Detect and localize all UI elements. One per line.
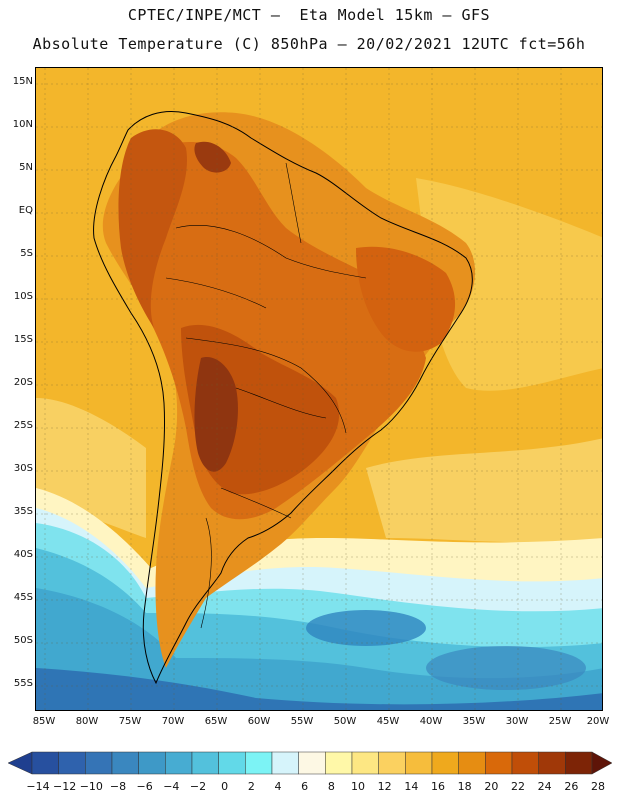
lon-label-20w: 20W (586, 716, 610, 727)
lon-label-50w: 50W (333, 716, 357, 727)
lon-label-75w: 75W (118, 716, 142, 727)
colorbar-segment (405, 751, 433, 775)
lat-label-eq: EQ (18, 205, 33, 216)
atlantic-lighter-band-south (366, 438, 602, 543)
cold-pocket-south-atlantic (306, 610, 426, 646)
temperature-map (35, 67, 603, 711)
lat-label-40s: 40S (13, 549, 33, 560)
lat-label-10n: 10N (12, 119, 33, 130)
colorbar-tick-label: −14 (26, 780, 50, 793)
land-andes-hot (118, 129, 187, 328)
colorbar-tick-label: −2 (189, 780, 207, 793)
lat-label-10s: 10S (13, 291, 33, 302)
lat-label-25s: 25S (13, 420, 33, 431)
colorbar-tick-label: 20 (484, 780, 499, 793)
lon-label-45w: 45W (376, 716, 400, 727)
lon-label-40w: 40W (419, 716, 443, 727)
colorbar-tick-label: 18 (457, 780, 472, 793)
colorbar-tick-label: 0 (221, 780, 229, 793)
lat-label-55s: 55S (13, 678, 33, 689)
country-borders (165, 162, 367, 629)
lat-label-15s: 15S (13, 334, 33, 345)
colorbar-right-arrow (591, 751, 613, 775)
colorbar-tick-label: 24 (537, 780, 552, 793)
colorbar-tick-label: −10 (79, 780, 103, 793)
atlantic-lighter-band (416, 178, 602, 391)
colorbar-segment (431, 751, 459, 775)
temperature-colorbar (7, 751, 613, 775)
lat-label-15n: 15N (12, 76, 33, 87)
colorbar-segment (85, 751, 113, 775)
colorbar-left-arrow (7, 751, 33, 775)
colorbar-tick-label: 10 (351, 780, 365, 793)
colorbar-tick-label: 14 (404, 780, 419, 793)
colorbar-segment (191, 751, 219, 775)
lon-label-65w: 65W (204, 716, 228, 727)
lon-label-35w: 35W (462, 716, 486, 727)
lon-label-55w: 55W (290, 716, 314, 727)
colorbar-segment (245, 751, 273, 775)
colorbar-tick-label: 22 (511, 780, 525, 793)
colorbar-tick-label: 4 (274, 780, 282, 793)
south-america-coastline (93, 111, 473, 685)
land-maximum-core-north (194, 141, 231, 173)
colorbar-segment (218, 751, 246, 775)
lon-label-85w: 85W (32, 716, 56, 727)
colorbar-tick-label: 16 (431, 780, 445, 793)
colorbar-tick-label: −4 (163, 780, 180, 793)
colorbar-tick-label: −8 (109, 780, 127, 793)
colorbar-segment (458, 751, 486, 775)
lat-label-30s: 30S (13, 463, 33, 474)
lat-label-35s: 35S (13, 506, 33, 517)
chart-title-line-1: CPTEC/INPE/MCT – Eta Model 15km – GFS (127, 6, 491, 24)
lat-label-50s: 50S (13, 635, 33, 646)
colorbar-tick-label: 6 (301, 780, 309, 793)
colorbar-segment (58, 751, 86, 775)
colorbar-segment (378, 751, 406, 775)
graticule (36, 68, 602, 710)
chart-title-line-2: Absolute Temperature (C) 850hPa – 20/02/… (32, 35, 586, 53)
colorbar-segment (565, 751, 593, 775)
lon-label-70w: 70W (161, 716, 185, 727)
lat-label-5n: 5N (19, 162, 33, 173)
lon-label-60w: 60W (247, 716, 271, 727)
colorbar-segment (325, 751, 353, 775)
lat-label-5s: 5S (20, 248, 33, 259)
lat-label-20s: 20S (13, 377, 33, 388)
colorbar-segment (538, 751, 566, 775)
colorbar-tick-label: 12 (377, 780, 392, 793)
colorbar-tick-label: −12 (53, 780, 77, 793)
land-northeast-hot (356, 246, 456, 352)
lon-label-30w: 30W (505, 716, 529, 727)
lon-label-25w: 25W (548, 716, 572, 727)
colorbar-segment (298, 751, 326, 775)
colorbar-tick-label: 28 (591, 780, 605, 793)
colorbar-segment (351, 751, 379, 775)
colorbar-segment (138, 751, 166, 775)
colorbar-segment (111, 751, 139, 775)
colorbar-tick-label: 2 (247, 780, 255, 793)
colorbar-segment (511, 751, 539, 775)
land-maximum-core (194, 357, 238, 472)
colorbar-segment (165, 751, 193, 775)
colorbar-segment (31, 751, 59, 775)
colorbar-segment (271, 751, 299, 775)
lat-label-45s: 45S (13, 592, 33, 603)
colorbar-tick-label: −6 (136, 780, 153, 793)
lon-label-80w: 80W (75, 716, 99, 727)
colorbar-segment (485, 751, 513, 775)
colorbar-tick-label: 26 (564, 780, 579, 793)
cold-deep-band (36, 668, 602, 710)
cold-pocket-far-south (426, 646, 586, 690)
colorbar-tick-label: 8 (327, 780, 335, 793)
